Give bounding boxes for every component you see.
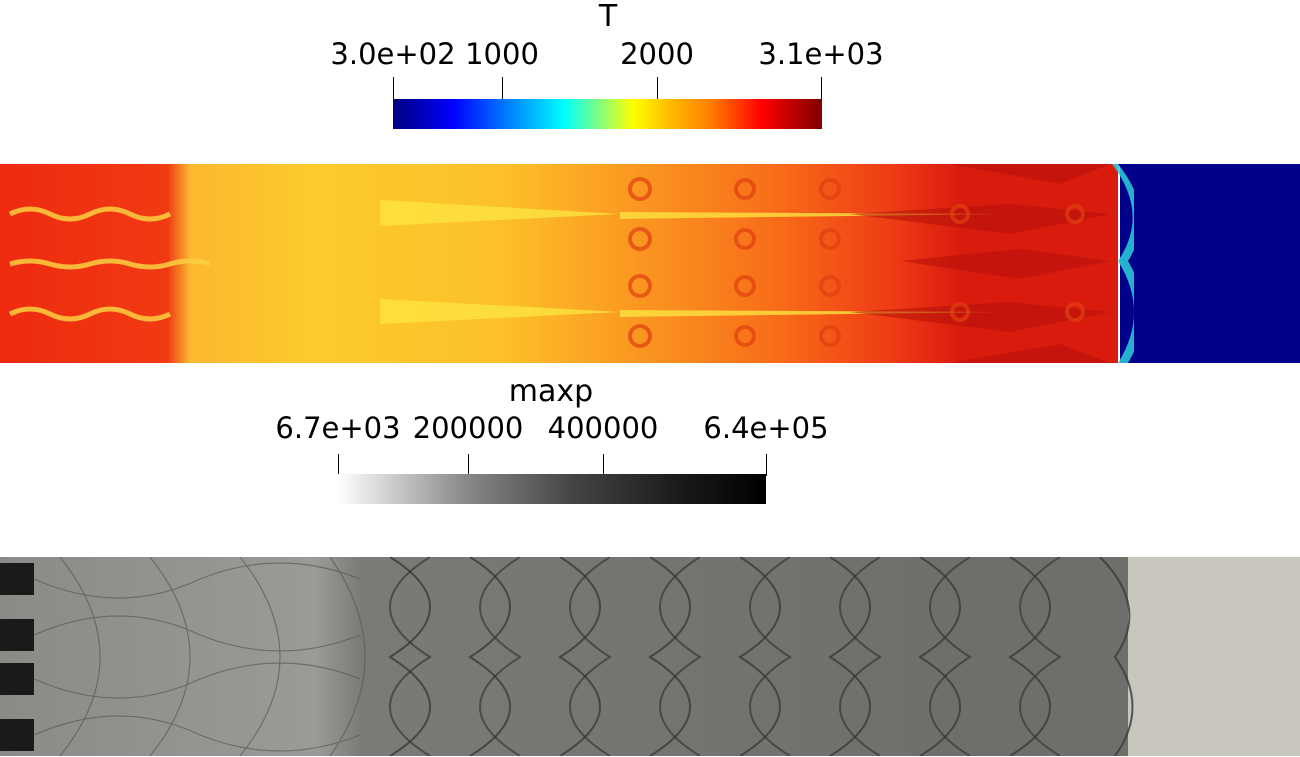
temperature-tick-label: 2000 xyxy=(620,37,694,71)
temperature-tick-mark xyxy=(657,77,658,99)
pressure-tick-label: 6.7e+03 xyxy=(275,411,401,445)
pressure-tick-mark xyxy=(468,454,469,476)
pressure-tick-label: 200000 xyxy=(412,411,524,445)
temperature-tick-mark xyxy=(821,77,822,99)
pressure-tick-mark xyxy=(338,454,339,476)
temperature-field-image xyxy=(0,164,1300,363)
pressure-legend-title: maxp xyxy=(508,374,594,409)
temperature-tick-mark xyxy=(502,77,503,99)
temperature-tick-label: 3.1e+03 xyxy=(758,37,884,71)
temperature-tick-label: 3.0e+02 xyxy=(330,37,456,71)
max-pressure-field-image xyxy=(0,557,1300,756)
temperature-legend-title: T xyxy=(598,0,618,34)
temperature-colorbar xyxy=(393,99,822,129)
pressure-colorbar xyxy=(338,474,766,504)
pressure-tick-mark xyxy=(766,454,767,476)
pressure-tick-label: 400000 xyxy=(547,411,659,445)
temperature-tick-label: 1000 xyxy=(465,37,539,71)
pressure-tick-mark xyxy=(603,454,604,476)
temperature-tick-mark xyxy=(393,77,394,99)
pressure-tick-label: 6.4e+05 xyxy=(703,411,829,445)
